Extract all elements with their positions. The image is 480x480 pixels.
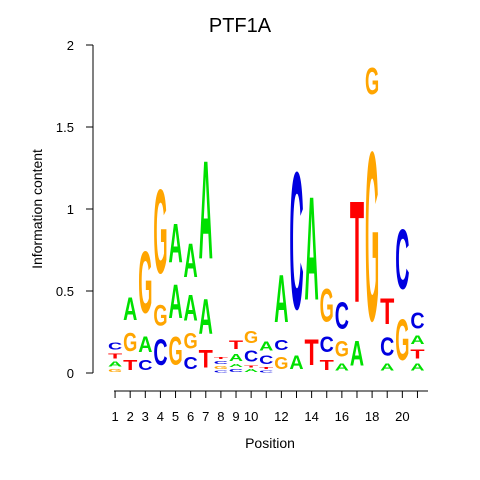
logo-letter-a: A [274, 261, 288, 337]
logo-letter-c: C [153, 333, 167, 374]
logo-letter-c: C [229, 368, 243, 373]
logo-letter-a: A [259, 339, 273, 354]
x-tick-label: 6 [187, 409, 194, 424]
logo-letter-g: G [320, 280, 334, 333]
logo-letter-a: A [244, 368, 258, 373]
logo-letter-g: G [365, 61, 379, 103]
x-tick-label: 5 [172, 409, 179, 424]
logo-letter-t: T [123, 357, 137, 374]
logo-letter-c: C [108, 341, 122, 352]
logo-letter-t: T [410, 347, 425, 362]
logo-letter-c: C [289, 131, 303, 351]
logo-letters: GATCTGACAGCGGGAACGAATAACGCTCAATATCGCTCAG… [108, 61, 425, 374]
logo-letter-t: T [320, 357, 334, 374]
y-tick-label: 1.5 [56, 120, 74, 135]
y-tick-label: 2 [67, 38, 74, 53]
logo-letter-g: G [335, 338, 349, 362]
y-tick-label: 0.5 [56, 284, 74, 299]
logo-letter-g: G [244, 327, 258, 347]
logo-letter-g: G [153, 300, 167, 332]
logo-letter-a: A [410, 334, 425, 347]
x-tick-label: 20 [395, 409, 409, 424]
logo-letter-a: A [229, 352, 243, 363]
x-tick-label: 2 [127, 409, 134, 424]
logo-letter-a: A [350, 334, 364, 373]
x-tick-label: 9 [232, 409, 239, 424]
logo-letter-a: A [305, 168, 319, 332]
logo-letter-c: C [214, 360, 228, 365]
logo-letter-t: T [199, 346, 213, 374]
logo-letter-t: T [380, 292, 394, 333]
logo-letter-t: T [229, 338, 244, 351]
x-tick-label: 3 [142, 409, 149, 424]
x-axis-label: Position [245, 435, 295, 451]
logo-letter-a: A [168, 212, 182, 275]
x-axis: 1 2 3 4 5 6 7 8 9 10 12 14 16 18 20 [111, 390, 428, 424]
logo-letter-c: C [244, 347, 258, 365]
x-tick-label: 12 [274, 409, 288, 424]
logo-letter-c: C [410, 307, 425, 334]
logo-letter-c: C [274, 337, 289, 354]
logo-letter-c: C [380, 332, 394, 361]
logo-letter-c: C [138, 356, 153, 373]
logo-letter-a: A [199, 132, 213, 289]
y-tick-label: 1 [67, 202, 74, 217]
logo-letter-t: T [350, 170, 364, 332]
logo-letter-t: T [214, 357, 228, 360]
x-tick-label: 14 [304, 409, 318, 424]
logo-letter-a: A [138, 333, 152, 357]
logo-letter-c: C [335, 296, 349, 337]
logo-letter-c: C [395, 213, 409, 308]
logo-letter-a: A [410, 362, 424, 373]
logo-letter-c: C [184, 353, 198, 373]
logo-letter-t: T [108, 351, 123, 359]
logo-letter-g: G [274, 353, 288, 373]
logo-letter-t: T [305, 333, 319, 374]
logo-letter-a: A [335, 362, 349, 373]
logo-letter-a: A [289, 352, 303, 374]
x-tick-label: 10 [244, 409, 258, 424]
x-tick-label: 4 [157, 409, 164, 424]
logo-letter-a: A [123, 291, 137, 327]
logo-letter-g: G [214, 365, 228, 370]
y-axis-label: Information content [29, 149, 45, 269]
y-tick-label: 0 [67, 366, 74, 381]
logo-letter-g: G [184, 330, 198, 354]
logo-letter-a: A [380, 362, 394, 373]
logo-letter-g: G [138, 235, 152, 332]
logo-letter-g: G [168, 328, 182, 373]
x-tick-label: 7 [202, 409, 209, 424]
logo-letter-a: A [229, 363, 243, 368]
logo-letter-a: A [199, 291, 213, 346]
logo-letter-a: A [108, 361, 123, 369]
logo-letter-g: G [123, 326, 137, 356]
logo-letter-c: C [259, 354, 274, 367]
logo-letter-g: G [153, 165, 167, 299]
logo-letter-a: A [168, 275, 182, 329]
y-axis: 0 0.5 1 1.5 2 [56, 38, 94, 381]
logo-letter-c: C [214, 370, 228, 373]
logo-letter-g: G [395, 309, 409, 374]
x-tick-label: 18 [365, 409, 379, 424]
logo-letter-g: G [108, 368, 122, 373]
logo-letter-a: A [184, 288, 198, 329]
logo-letter-c: C [320, 333, 334, 357]
x-tick-label: 16 [335, 409, 349, 424]
logo-letter-c: C [259, 370, 273, 373]
logo-letter-g: G [365, 103, 379, 372]
x-tick-label: 8 [217, 409, 224, 424]
logo-letter-t: T [244, 365, 258, 368]
chart-title: PTF1A [209, 15, 272, 37]
logo-letter-t: T [259, 366, 273, 369]
logo-letter-a: A [184, 234, 198, 288]
x-tick-label: 1 [111, 409, 118, 424]
